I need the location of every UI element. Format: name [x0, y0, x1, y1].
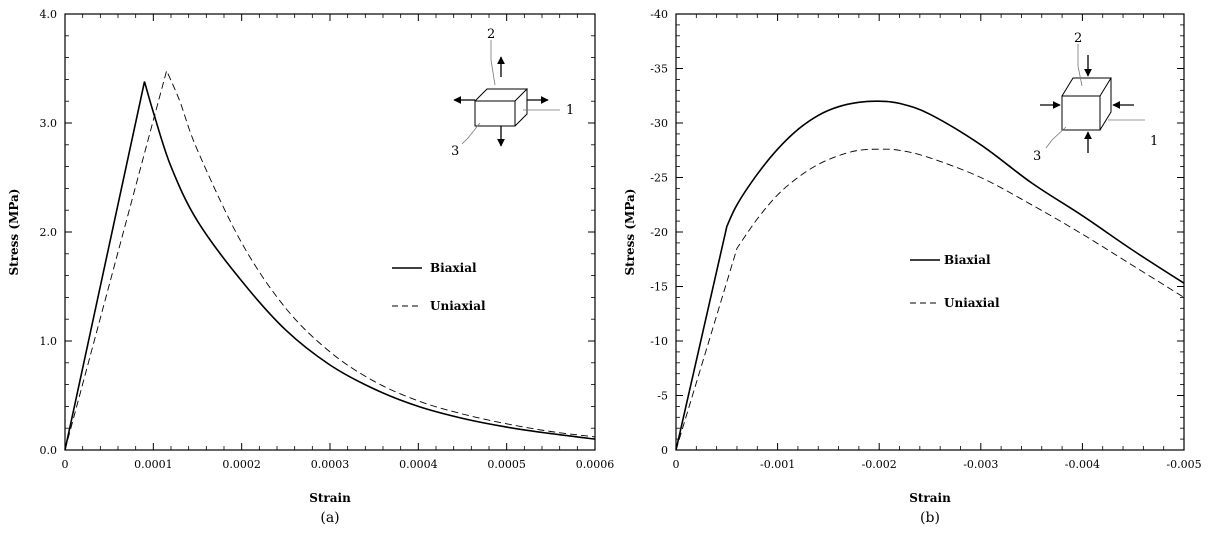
chart-b-legend-label-uniaxial: Uniaxial — [944, 296, 1000, 310]
chart-b-axis-label-1: 1 — [1150, 134, 1158, 149]
x-tick-label: 0.0001 — [134, 458, 173, 471]
chart-a-legend: Biaxial Uniaxial — [392, 261, 486, 313]
x-tick-label: 0 — [62, 458, 69, 471]
series-line-biaxial — [675, 100, 1185, 451]
y-tick-label: 2.0 — [40, 226, 58, 239]
chart-a-axis-label-1: 1 — [566, 103, 574, 118]
y-tick-label: -35 — [650, 63, 668, 76]
chart-a-axis-label-3: 3 — [451, 144, 459, 159]
chart-a-leader-line-2 — [490, 40, 496, 86]
series-line-biaxial — [64, 81, 596, 451]
chart-a-ticks: 0 0.0001 0.0002 0.0003 0.0004 0.0005 0.0006 0.0… — [40, 8, 615, 471]
y-tick-label: -20 — [650, 226, 668, 239]
chart-a-y-axis-label: Stress (MPa) — [7, 189, 21, 276]
x-tick-label: -0.003 — [963, 458, 998, 471]
chart-a-leader-line-3 — [461, 122, 481, 145]
chart-a: 0 0.0001 0.0002 0.0003 0.0004 0.0005 0.0006 0.0… — [7, 8, 614, 526]
series-line-uniaxial — [64, 69, 596, 451]
chart-b-y-axis-label: Stress (MPa) — [623, 189, 637, 276]
x-tick-label: -0.004 — [1065, 458, 1100, 471]
chart-b-axis-label-3: 3 — [1033, 149, 1041, 164]
x-tick-label: 0.0005 — [487, 458, 526, 471]
x-tick-label: 0.0006 — [576, 458, 615, 471]
y-tick-label: -25 — [650, 172, 668, 185]
y-tick-label: 0.0 — [40, 444, 58, 457]
y-tick-label: -10 — [650, 335, 668, 348]
series-line-uniaxial — [675, 148, 1185, 451]
chart-a-legend-label-biaxial: Biaxial — [430, 261, 477, 275]
x-tick-label: -0.002 — [862, 458, 897, 471]
x-tick-label: 0.0002 — [222, 458, 261, 471]
chart-a-series-lines — [64, 69, 596, 451]
y-tick-label: 0 — [661, 444, 668, 457]
chart-a-cube-icon — [474, 88, 529, 127]
y-tick-label: 3.0 — [40, 117, 58, 130]
chart-b-legend: Biaxial Uniaxial — [910, 253, 1000, 310]
y-tick-label: -5 — [657, 390, 668, 403]
chart-b-leader-line-2 — [1077, 44, 1083, 87]
chart-a-legend-label-uniaxial: Uniaxial — [430, 299, 486, 313]
chart-a-axis-label-2: 2 — [487, 27, 495, 42]
chart-b: 0 -0.001 -0.002 -0.003 -0.004 -0.005 0 -5 -10 -15… — [623, 8, 1202, 526]
y-tick-label: 1.0 — [40, 335, 58, 348]
chart-b-cube-icon — [1061, 77, 1112, 131]
x-tick-label: 0.0004 — [399, 458, 438, 471]
chart-a-stress-cube-inset: 1 2 3 — [451, 27, 574, 159]
chart-b-axis-label-2: 2 — [1074, 31, 1082, 46]
chart-b-stress-cube-inset: 1 2 3 — [1033, 31, 1158, 164]
y-tick-label: -30 — [650, 117, 668, 130]
chart-b-caption: (b) — [920, 510, 940, 526]
y-tick-label: -15 — [650, 281, 668, 294]
x-tick-label: -0.005 — [1166, 458, 1201, 471]
chart-b-leader-line-3 — [1045, 126, 1067, 149]
y-tick-label: -40 — [650, 8, 668, 21]
x-tick-label: 0.0003 — [311, 458, 350, 471]
chart-a-caption: (a) — [320, 510, 339, 526]
chart-b-ticks: 0 -0.001 -0.002 -0.003 -0.004 -0.005 0 -5 -10 -15… — [650, 8, 1201, 471]
chart-b-x-axis-label: Strain — [909, 491, 951, 505]
x-tick-label: -0.001 — [760, 458, 795, 471]
x-tick-label: 0 — [673, 458, 680, 471]
chart-b-legend-label-biaxial: Biaxial — [944, 253, 991, 267]
chart-a-frame — [64, 13, 596, 451]
chart-a-x-axis-label: Strain — [309, 491, 351, 505]
chart-b-series-lines — [675, 100, 1185, 451]
y-tick-label: 4.0 — [40, 8, 58, 21]
